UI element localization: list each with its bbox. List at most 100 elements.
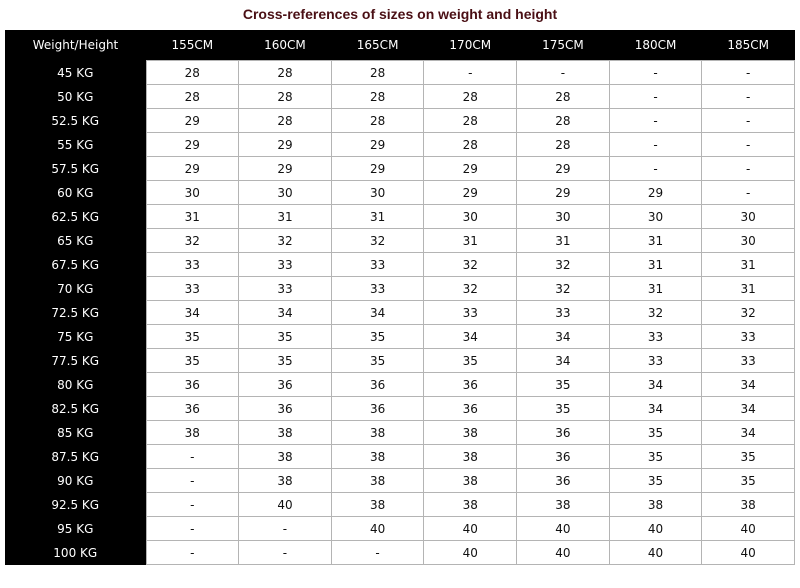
size-cell: 38 <box>330 468 425 493</box>
size-cell: 32 <box>145 228 240 253</box>
size-cell: 40 <box>238 492 332 517</box>
size-cell: 35 <box>423 348 518 373</box>
size-cell: 29 <box>608 180 703 205</box>
table-row: 75 KG 35 35 35 34 34 33 33 <box>5 324 795 349</box>
size-cell: 28 <box>238 84 332 109</box>
size-cell: 28 <box>423 84 518 109</box>
size-cell: 38 <box>423 420 518 445</box>
size-cell: 30 <box>330 180 425 205</box>
row-header: 90 KG <box>5 468 146 493</box>
size-cell: 36 <box>516 420 610 445</box>
size-cell: - <box>145 468 240 493</box>
size-cell: 40 <box>516 516 610 541</box>
size-cell: 30 <box>423 204 518 229</box>
size-cell: 32 <box>516 276 610 301</box>
row-header: 82.5 KG <box>5 396 146 421</box>
column-header: 175CM <box>516 30 610 61</box>
size-cell: 28 <box>145 60 240 85</box>
size-cell: 29 <box>238 132 332 157</box>
column-header: 165CM <box>331 30 424 61</box>
size-cell: 31 <box>608 276 703 301</box>
size-cell: 33 <box>701 324 795 349</box>
row-header: 72.5 KG <box>5 300 146 325</box>
size-cell: 35 <box>516 372 610 397</box>
size-cell: - <box>701 84 795 109</box>
table-row: 67.5 KG 33 33 33 32 32 31 31 <box>5 252 795 277</box>
row-header: 65 KG <box>5 228 146 253</box>
size-cell: 34 <box>516 324 610 349</box>
size-cell: 28 <box>516 84 610 109</box>
size-cell: 28 <box>330 84 425 109</box>
row-header: 95 KG <box>5 516 146 541</box>
table-row: 82.5 KG 36 36 36 36 35 34 34 <box>5 396 795 421</box>
size-cell: 36 <box>330 372 425 397</box>
table-row: 52.5 KG 29 28 28 28 28- - <box>5 108 795 133</box>
size-cell: 35 <box>330 324 425 349</box>
size-cell: - <box>608 132 703 157</box>
size-cell: 35 <box>145 348 240 373</box>
size-cell: - <box>145 444 240 469</box>
size-cell: 36 <box>516 468 610 493</box>
size-cell: 36 <box>516 444 610 469</box>
size-cell: 29 <box>145 156 240 181</box>
size-cell: 40 <box>701 516 795 541</box>
size-cell: 34 <box>701 396 795 421</box>
row-header: 77.5 KG <box>5 348 146 373</box>
size-cell: 31 <box>608 252 703 277</box>
size-cell: - <box>145 492 240 517</box>
size-cell: 31 <box>238 204 332 229</box>
size-cell: 36 <box>145 372 240 397</box>
size-cell: - <box>145 516 240 541</box>
size-cell: - <box>701 180 795 205</box>
size-cell: 34 <box>423 324 518 349</box>
size-cell: 35 <box>238 348 332 373</box>
size-cell: 33 <box>608 324 703 349</box>
size-cell: 32 <box>238 228 332 253</box>
size-cell: 35 <box>608 468 703 493</box>
row-header: 60 KG <box>5 180 146 205</box>
size-cell: 34 <box>238 300 332 325</box>
size-cell: 40 <box>423 516 518 541</box>
size-cell: 35 <box>608 420 703 445</box>
size-cell: 32 <box>608 300 703 325</box>
row-header: 80 KG <box>5 372 146 397</box>
table-row: 95 KG - -40 40 40 40 40 <box>5 516 795 541</box>
size-cell: 38 <box>330 444 425 469</box>
table-row: 65 KG 32 32 32 31 31 31 30 <box>5 228 795 253</box>
size-cell: 35 <box>516 396 610 421</box>
size-cell: 29 <box>423 180 518 205</box>
size-cell: 34 <box>145 300 240 325</box>
size-cell: 28 <box>516 108 610 133</box>
column-header: 155CM <box>146 30 239 61</box>
size-cell: - <box>423 60 518 85</box>
row-header: 67.5 KG <box>5 252 146 277</box>
size-cell: 29 <box>516 180 610 205</box>
size-cell: 30 <box>238 180 332 205</box>
table-body: 45 KG 28 28 28- - - -50 KG 28 28 28 28 28- -52.5 KG 2… <box>5 60 795 565</box>
size-cell: 40 <box>423 540 518 565</box>
size-cell: 28 <box>516 132 610 157</box>
size-cell: 36 <box>145 396 240 421</box>
row-header: 45 KG <box>5 60 146 85</box>
size-cell: 28 <box>330 60 425 85</box>
size-cell: 35 <box>330 348 425 373</box>
row-header: 75 KG <box>5 324 146 349</box>
size-cell: 38 <box>238 468 332 493</box>
size-cell: 38 <box>516 492 610 517</box>
size-cell: 36 <box>423 372 518 397</box>
table-row: 87.5 KG -38 38 38 36 35 35 <box>5 444 795 469</box>
size-cell: 30 <box>608 204 703 229</box>
size-cell: - <box>701 156 795 181</box>
size-cell: 28 <box>238 60 332 85</box>
page-title: Cross-references of sizes on weight and … <box>242 6 558 22</box>
size-cell: - <box>516 60 610 85</box>
size-cell: 33 <box>516 300 610 325</box>
size-cell: 35 <box>145 324 240 349</box>
column-header: 170CM <box>423 30 517 61</box>
size-cell: 33 <box>330 252 425 277</box>
size-cell: 29 <box>516 156 610 181</box>
size-cell: 35 <box>701 468 795 493</box>
size-cell: 38 <box>238 444 332 469</box>
size-cell: 28 <box>238 108 332 133</box>
table-row: 55 KG 29 29 29 28 28- - <box>5 132 795 157</box>
